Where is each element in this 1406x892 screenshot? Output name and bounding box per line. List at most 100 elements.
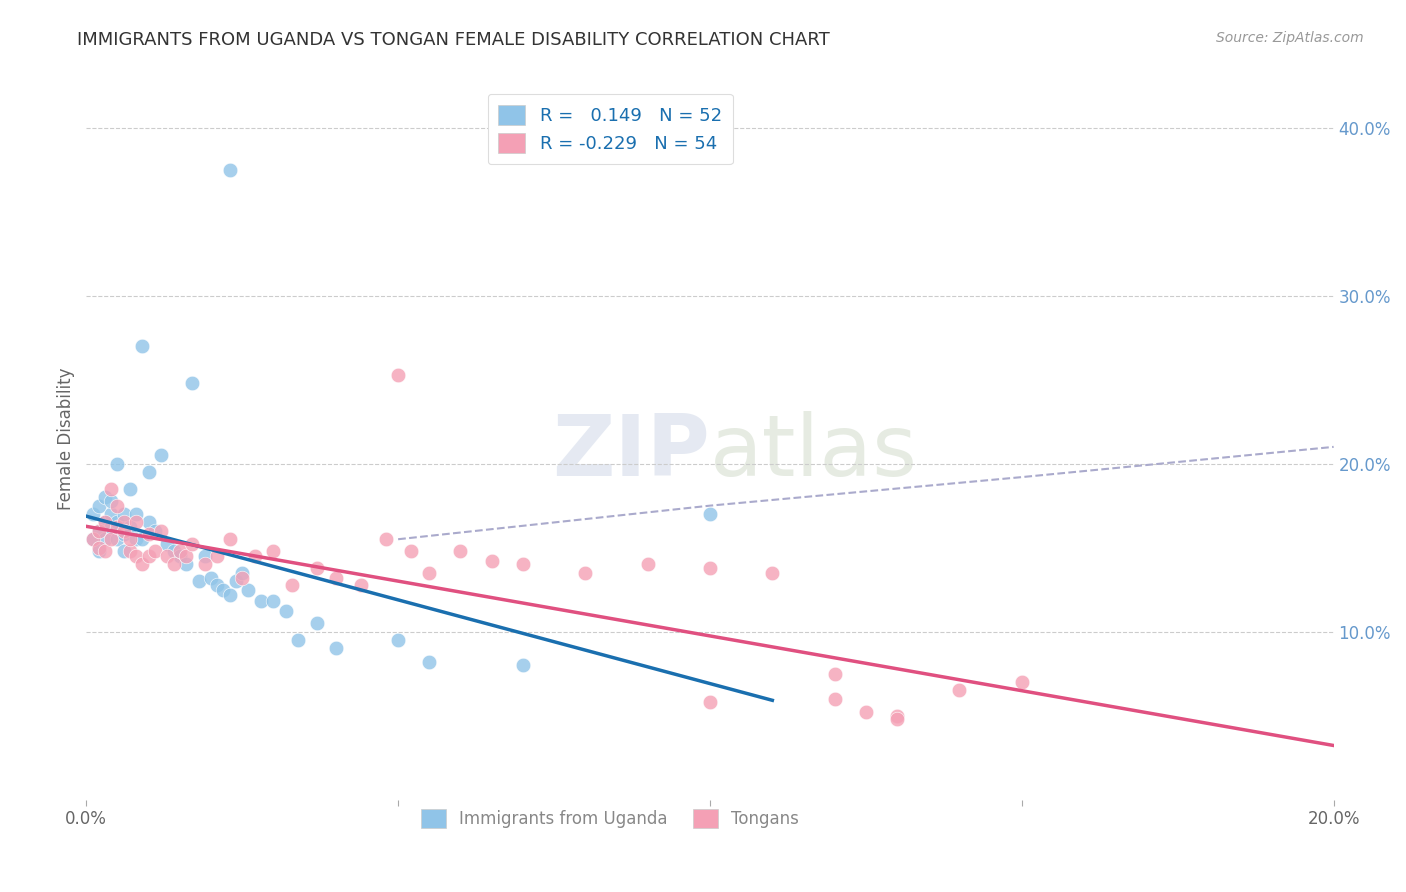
Point: [238, 582, 260, 597]
Point: [418, 655, 440, 669]
Point: [181, 376, 204, 390]
Point: [100, 520, 122, 534]
Point: [207, 549, 229, 563]
Point: [274, 604, 297, 618]
Point: [125, 507, 148, 521]
Point: [156, 549, 179, 563]
Point: [250, 594, 273, 608]
Point: [94, 516, 117, 530]
Point: [948, 683, 970, 698]
Point: [138, 465, 160, 479]
Point: [118, 482, 141, 496]
Point: [187, 574, 209, 589]
Y-axis label: Female Disability: Female Disability: [58, 368, 75, 509]
Point: [87, 524, 110, 538]
Point: [1011, 675, 1033, 690]
Point: [107, 516, 129, 530]
Point: [699, 695, 721, 709]
Point: [112, 507, 135, 521]
Point: [824, 691, 846, 706]
Point: [207, 577, 229, 591]
Point: [886, 708, 908, 723]
Point: [194, 558, 217, 572]
Point: [112, 527, 135, 541]
Point: [87, 524, 110, 538]
Point: [287, 632, 309, 647]
Point: [162, 558, 184, 572]
Point: [112, 516, 135, 530]
Point: [87, 541, 110, 555]
Point: [243, 549, 266, 563]
Point: [138, 549, 160, 563]
Point: [399, 544, 422, 558]
Point: [450, 544, 472, 558]
Point: [82, 533, 104, 547]
Point: [225, 574, 247, 589]
Point: [387, 368, 409, 382]
Point: [218, 588, 240, 602]
Point: [125, 549, 148, 563]
Point: [174, 549, 197, 563]
Point: [107, 499, 129, 513]
Point: [118, 520, 141, 534]
Point: [112, 544, 135, 558]
Point: [107, 457, 129, 471]
Point: [481, 554, 503, 568]
Point: [125, 516, 148, 530]
Point: [138, 516, 160, 530]
Point: [131, 558, 153, 572]
Point: [131, 339, 153, 353]
Point: [118, 544, 141, 558]
Point: [418, 566, 440, 580]
Point: [181, 537, 204, 551]
Point: [100, 482, 122, 496]
Point: [350, 577, 373, 591]
Point: [231, 566, 253, 580]
Point: [512, 658, 534, 673]
Point: [574, 566, 596, 580]
Point: [194, 549, 217, 563]
Point: [699, 507, 721, 521]
Point: [281, 577, 304, 591]
Point: [87, 544, 110, 558]
Point: [150, 448, 173, 462]
Point: [387, 632, 409, 647]
Point: [512, 558, 534, 572]
Point: [305, 616, 328, 631]
Point: [100, 533, 122, 547]
Point: [94, 533, 117, 547]
Point: [94, 516, 117, 530]
Text: ZIP: ZIP: [553, 411, 710, 494]
Point: [138, 527, 160, 541]
Point: [107, 520, 129, 534]
Point: [325, 571, 347, 585]
Point: [100, 507, 122, 521]
Point: [94, 544, 117, 558]
Point: [143, 524, 166, 538]
Point: [131, 533, 153, 547]
Legend: Immigrants from Uganda, Tongans: Immigrants from Uganda, Tongans: [415, 802, 806, 835]
Point: [374, 533, 396, 547]
Point: [325, 641, 347, 656]
Point: [82, 507, 104, 521]
Point: [218, 162, 240, 177]
Point: [143, 544, 166, 558]
Point: [200, 571, 222, 585]
Point: [118, 533, 141, 547]
Point: [637, 558, 659, 572]
Point: [262, 544, 284, 558]
Point: [169, 544, 191, 558]
Point: [305, 561, 328, 575]
Point: [112, 524, 135, 538]
Point: [824, 666, 846, 681]
Point: [761, 566, 783, 580]
Point: [162, 544, 184, 558]
Point: [262, 594, 284, 608]
Point: [87, 499, 110, 513]
Point: [107, 533, 129, 547]
Point: [169, 549, 191, 563]
Point: [150, 524, 173, 538]
Text: Source: ZipAtlas.com: Source: ZipAtlas.com: [1216, 31, 1364, 45]
Point: [100, 493, 122, 508]
Point: [156, 537, 179, 551]
